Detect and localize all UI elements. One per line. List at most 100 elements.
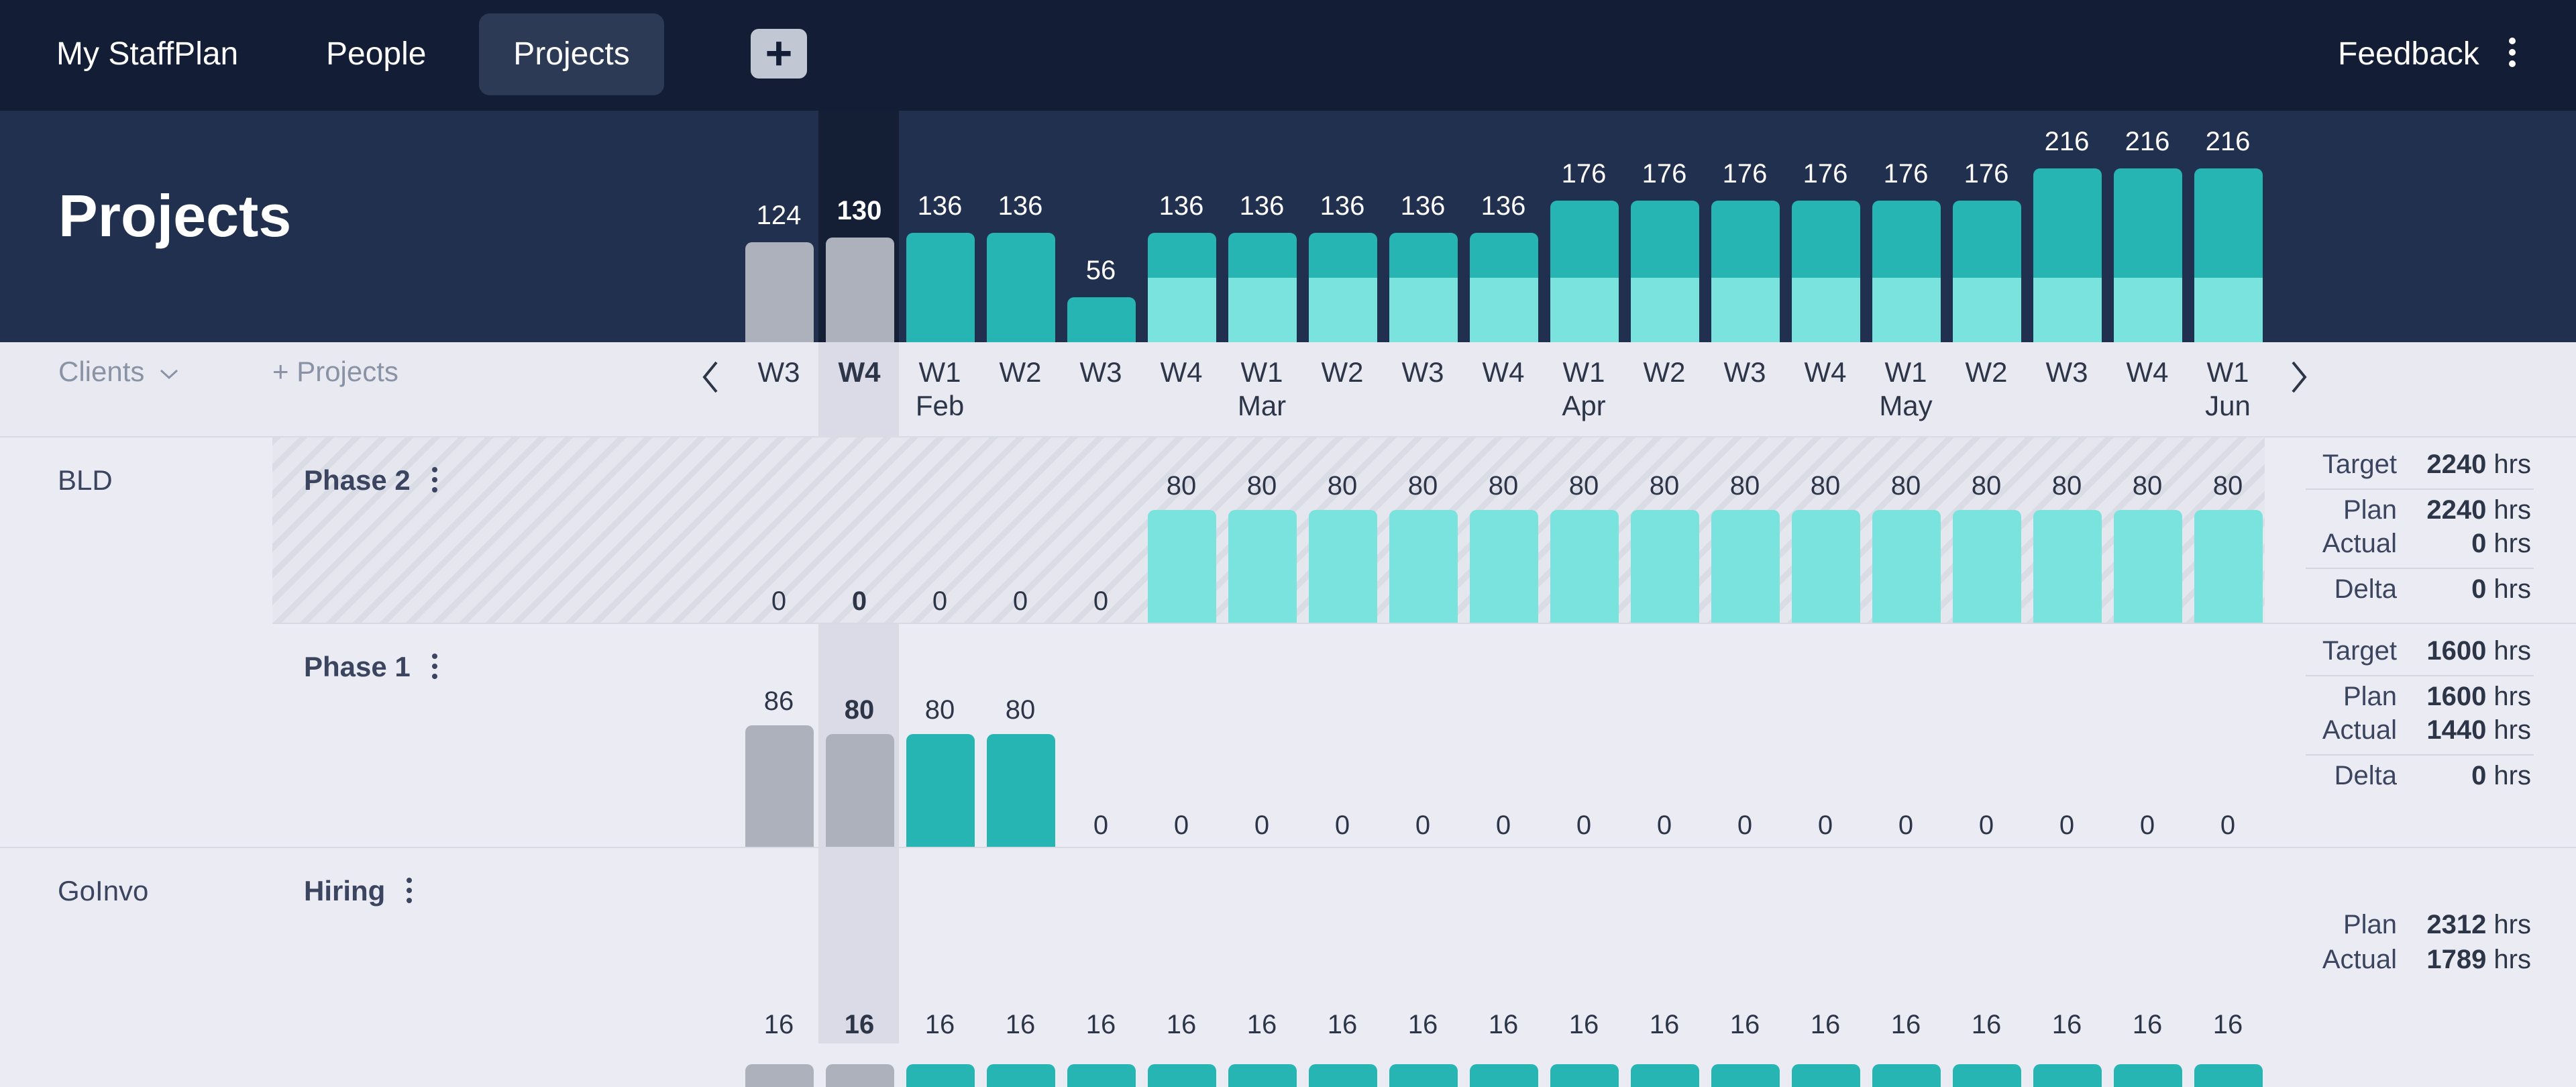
- project-hours-bar[interactable]: [906, 1064, 975, 1087]
- chevron-right-icon[interactable]: [2282, 357, 2314, 397]
- project-hours-bar[interactable]: [1872, 1064, 1941, 1087]
- project-hours-bar[interactable]: [2033, 510, 2102, 623]
- stat-number: 0: [2471, 529, 2487, 558]
- page-title: Projects: [58, 183, 292, 249]
- project-hours-bar[interactable]: [1228, 1064, 1297, 1087]
- project-hours-bar[interactable]: [745, 1064, 814, 1087]
- summary-total-label: 130: [837, 196, 882, 225]
- project-hours-bar[interactable]: [1389, 510, 1458, 623]
- chevron-left-icon[interactable]: [695, 357, 727, 397]
- stat-number: 0: [2471, 574, 2487, 604]
- month-label: May: [1879, 390, 1933, 421]
- project-name[interactable]: Hiring: [304, 875, 386, 907]
- project-hours-label: 0: [1173, 811, 1189, 840]
- add-button[interactable]: +: [751, 29, 807, 79]
- stat-separator: [2306, 675, 2534, 676]
- week-label: W4: [838, 356, 881, 388]
- month-label: Apr: [1562, 390, 1606, 421]
- top-navigation: My StaffPlan People Projects + Feedback: [0, 0, 2576, 111]
- week-label: W4: [1482, 356, 1525, 388]
- project-hours-bar[interactable]: [826, 1064, 894, 1087]
- add-project-filter[interactable]: + Projects: [272, 356, 398, 387]
- stat-unit: hrs: [2486, 682, 2531, 711]
- stat-target-value: 1600 hrs: [2415, 636, 2531, 666]
- nav-people[interactable]: People: [326, 36, 427, 72]
- project-hours-bar[interactable]: [1711, 510, 1780, 623]
- project-hours-bar[interactable]: [1470, 510, 1538, 623]
- project-hours-bar[interactable]: [745, 725, 814, 847]
- project-hours-label: 86: [763, 686, 794, 717]
- stat-unit: hrs: [2486, 910, 2531, 939]
- project-menu-icon[interactable]: [430, 651, 439, 684]
- project-hours-label: 16: [2132, 1010, 2163, 1039]
- project-hours-bar[interactable]: [1148, 510, 1216, 623]
- project-hours-label: 0: [1415, 811, 1431, 840]
- project-hours-bar[interactable]: [1711, 1064, 1780, 1087]
- project-hours-label: 0: [932, 586, 948, 616]
- project-hours-bar[interactable]: [1631, 510, 1699, 623]
- project-name[interactable]: Phase 2: [304, 464, 411, 496]
- project-hours-bar[interactable]: [987, 1064, 1055, 1087]
- week-label: W3: [1401, 356, 1444, 388]
- project-hours-bar[interactable]: [1872, 510, 1941, 623]
- project-hours-label: 0: [1334, 811, 1350, 840]
- project-hours-bar[interactable]: [1389, 1064, 1458, 1087]
- project-hours-label: 16: [2212, 1010, 2243, 1039]
- summary-bar-segment: [2114, 278, 2182, 342]
- project-hours-bar[interactable]: [1631, 1064, 1699, 1087]
- project-hours-bar[interactable]: [1953, 510, 2021, 623]
- project-hours-bar[interactable]: [1228, 510, 1297, 623]
- more-menu-icon[interactable]: [2506, 34, 2519, 76]
- project-menu-icon[interactable]: [430, 464, 439, 498]
- week-label: W1: [1884, 356, 1927, 388]
- clients-filter-label: Clients: [58, 356, 145, 387]
- project-hours-bar[interactable]: [1309, 1064, 1377, 1087]
- project-hours-label: 0: [1093, 586, 1109, 616]
- project-hours-bar[interactable]: [1953, 1064, 2021, 1087]
- project-hours-label: 0: [2059, 811, 2075, 840]
- project-hours-bar[interactable]: [906, 734, 975, 847]
- project-hours-label: 0: [1898, 811, 1914, 840]
- project-hours-bar[interactable]: [1309, 510, 1377, 623]
- project-menu-icon[interactable]: [405, 875, 414, 909]
- stat-number: 2240: [2426, 495, 2487, 525]
- project-hours-label: 0: [1737, 811, 1753, 840]
- feedback-link[interactable]: Feedback: [2338, 36, 2479, 72]
- project-hours-bar[interactable]: [987, 734, 1055, 847]
- week-label: W2: [1643, 356, 1686, 388]
- project-hours-bar[interactable]: [2194, 1064, 2263, 1087]
- summary-bar-segment: [1953, 278, 2021, 342]
- project-hours-label: 0: [1656, 811, 1672, 840]
- project-hours-label: 16: [1488, 1010, 1519, 1039]
- project-hours-bar[interactable]: [1470, 1064, 1538, 1087]
- project-hours-label: 80: [1407, 471, 1438, 501]
- project-hours-bar[interactable]: [1550, 510, 1619, 623]
- project-hours-bar[interactable]: [1067, 1064, 1136, 1087]
- project-hours-bar[interactable]: [2114, 1064, 2182, 1087]
- summary-bar-segment: [2194, 278, 2263, 342]
- project-hours-label: 16: [1166, 1010, 1197, 1039]
- stat-number: 0: [2471, 761, 2487, 790]
- project-hours-bar[interactable]: [826, 734, 894, 847]
- stat-target-label: Target: [2322, 636, 2397, 666]
- nav-projects[interactable]: Projects: [479, 13, 664, 95]
- project-name[interactable]: Phase 1: [304, 651, 411, 682]
- project-hours-bar[interactable]: [2114, 510, 2182, 623]
- stat-number: 1600: [2426, 636, 2487, 666]
- week-label: W1: [918, 356, 961, 388]
- clients-filter[interactable]: Clients: [58, 356, 179, 388]
- project-hours-label: 16: [1971, 1010, 2002, 1039]
- client-name: BLD: [58, 464, 113, 496]
- project-hours-bar[interactable]: [2194, 510, 2263, 623]
- project-hours-bar[interactable]: [1792, 1064, 1860, 1087]
- project-hours-bar[interactable]: [1148, 1064, 1216, 1087]
- nav-my-staffplan[interactable]: My StaffPlan: [56, 36, 239, 72]
- project-hours-bar[interactable]: [2033, 1064, 2102, 1087]
- chevron-down-icon: [159, 356, 179, 388]
- project-hours-bar[interactable]: [1792, 510, 1860, 623]
- summary-total-label: 216: [2205, 126, 2251, 156]
- project-hours-bar[interactable]: [1550, 1064, 1619, 1087]
- project-hours-label: 80: [1810, 471, 1841, 501]
- week-label: W2: [1321, 356, 1364, 388]
- project-hours-label: 0: [1254, 811, 1270, 840]
